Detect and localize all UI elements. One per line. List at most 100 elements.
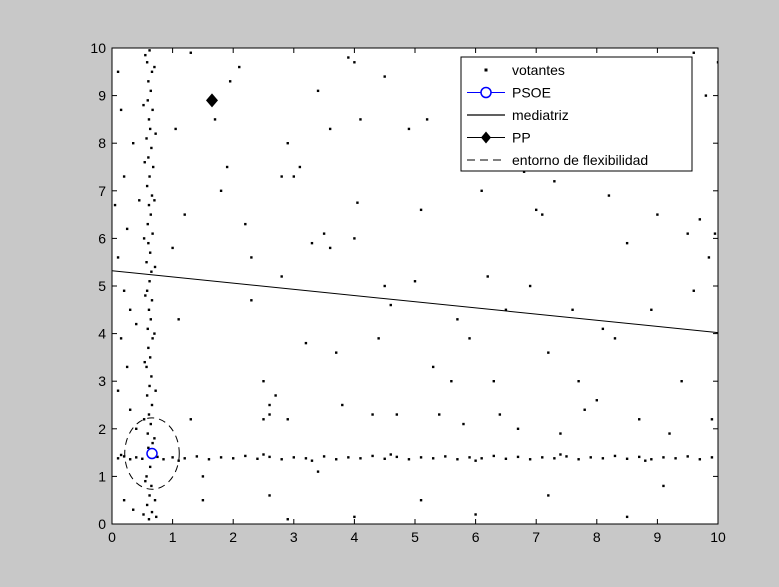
voter-point bbox=[480, 189, 483, 192]
voter-point bbox=[119, 453, 123, 457]
voter-point bbox=[122, 289, 126, 292]
voter-point bbox=[698, 458, 702, 461]
voter-point bbox=[151, 108, 154, 112]
voter-point bbox=[128, 458, 132, 461]
voter-point bbox=[174, 127, 177, 131]
voter-point bbox=[142, 513, 145, 516]
voter-point bbox=[692, 51, 695, 54]
voter-point bbox=[601, 327, 605, 331]
mediatriz-line bbox=[112, 270, 718, 334]
voter-point bbox=[577, 380, 580, 383]
voter-point bbox=[145, 137, 148, 140]
voter-point bbox=[571, 308, 574, 311]
voter-point bbox=[356, 201, 359, 204]
voter-point bbox=[148, 49, 151, 52]
voter-point bbox=[474, 513, 477, 516]
voter-point bbox=[583, 408, 586, 411]
voter-point bbox=[713, 232, 717, 235]
voter-point bbox=[286, 142, 289, 145]
voter-point bbox=[565, 455, 568, 458]
voter-point bbox=[122, 175, 126, 178]
voter-point bbox=[135, 427, 138, 430]
voter-point bbox=[638, 455, 641, 459]
voter-point bbox=[286, 518, 289, 521]
voter-point bbox=[147, 308, 151, 311]
voter-point bbox=[256, 457, 259, 460]
voter-point bbox=[262, 380, 265, 383]
voter-point bbox=[450, 380, 453, 383]
voter-point bbox=[468, 337, 471, 340]
voter-point bbox=[132, 508, 135, 511]
voter-point bbox=[113, 203, 117, 207]
voter-point bbox=[147, 80, 150, 83]
voter-point bbox=[148, 175, 151, 178]
voter-point bbox=[286, 418, 289, 421]
x-tick-label: 8 bbox=[593, 529, 601, 545]
voter-point bbox=[371, 413, 374, 416]
y-tick-label: 4 bbox=[98, 326, 106, 342]
voter-point bbox=[541, 456, 544, 459]
voter-point bbox=[153, 332, 156, 335]
voter-point bbox=[171, 246, 174, 250]
voter-point bbox=[589, 456, 592, 459]
voter-point bbox=[148, 356, 152, 359]
voter-point bbox=[150, 194, 154, 197]
voter-point bbox=[153, 499, 157, 502]
voter-point bbox=[153, 65, 156, 69]
y-tick-label: 0 bbox=[98, 516, 106, 532]
voter-point bbox=[262, 418, 265, 421]
voter-point bbox=[148, 494, 151, 497]
voter-point bbox=[389, 453, 392, 456]
voter-point bbox=[147, 241, 150, 245]
plot-area bbox=[112, 49, 718, 521]
voter-point bbox=[142, 237, 146, 240]
voter-point bbox=[149, 89, 152, 93]
voter-point bbox=[207, 458, 211, 461]
voter-point bbox=[625, 515, 629, 519]
legend-symbol-pp bbox=[481, 131, 491, 144]
y-tick-label: 5 bbox=[98, 278, 106, 294]
voter-point bbox=[228, 80, 232, 83]
voter-point bbox=[638, 418, 641, 421]
legend-label: entorno de flexibilidad bbox=[512, 152, 648, 168]
x-tick-label: 1 bbox=[169, 529, 177, 545]
voter-point bbox=[492, 380, 495, 383]
voter-point bbox=[238, 65, 241, 69]
voter-point bbox=[577, 458, 580, 461]
x-tick-label: 10 bbox=[710, 529, 726, 545]
voter-point bbox=[150, 270, 153, 273]
voter-point bbox=[316, 470, 320, 473]
voter-point bbox=[150, 510, 154, 514]
voter-point bbox=[148, 384, 151, 388]
voter-point bbox=[304, 341, 308, 345]
voter-point bbox=[541, 213, 544, 216]
voter-point bbox=[280, 175, 283, 178]
voter-point bbox=[280, 275, 283, 278]
voter-point bbox=[143, 360, 146, 364]
voter-point bbox=[268, 494, 271, 497]
voter-point bbox=[268, 413, 271, 416]
voter-point bbox=[680, 380, 683, 383]
voter-point bbox=[650, 458, 653, 461]
psoe-marker bbox=[146, 447, 158, 460]
x-tick-label: 9 bbox=[654, 529, 662, 545]
voter-point bbox=[150, 70, 154, 73]
voter-point bbox=[625, 241, 629, 245]
voter-point bbox=[153, 199, 156, 202]
voter-point bbox=[498, 413, 502, 416]
voter-point bbox=[310, 241, 314, 245]
voter-point bbox=[444, 455, 447, 458]
voter-point bbox=[116, 457, 120, 460]
voter-point bbox=[559, 432, 562, 435]
voter-point bbox=[686, 455, 689, 458]
voter-point bbox=[151, 441, 154, 445]
voter-point bbox=[292, 456, 295, 459]
voter-point bbox=[138, 199, 141, 202]
voter-point bbox=[151, 337, 154, 340]
voter-point bbox=[504, 457, 508, 460]
voter-point bbox=[148, 251, 152, 254]
voter-point bbox=[250, 256, 253, 259]
voter-point bbox=[213, 118, 217, 121]
voter-point bbox=[135, 322, 138, 326]
voter-point bbox=[419, 456, 423, 459]
